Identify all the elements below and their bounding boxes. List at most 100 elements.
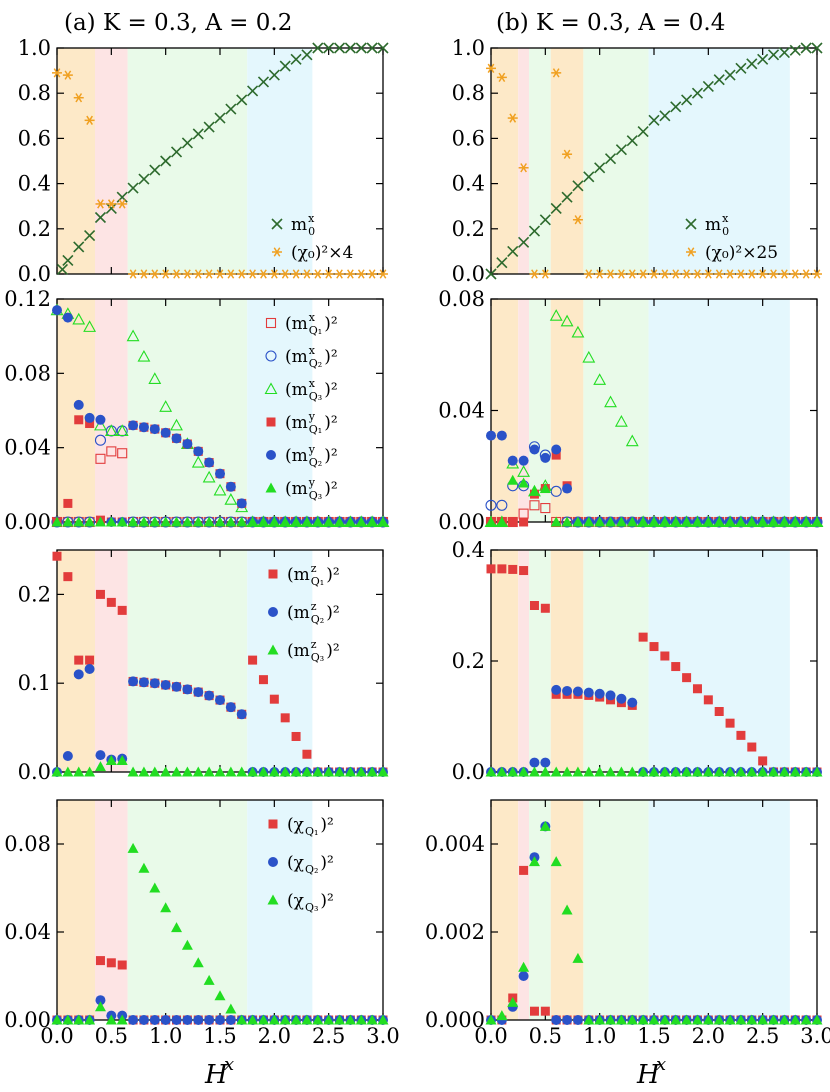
- x-axis-label-left-sup: x: [224, 1054, 234, 1075]
- data-point: [290, 53, 302, 65]
- phase-band: [529, 550, 551, 772]
- data-point: [117, 448, 128, 459]
- legend-label-tail: )²: [320, 891, 333, 911]
- data-point: [518, 477, 530, 488]
- legend-marker: [685, 218, 697, 230]
- data-point: [247, 269, 258, 279]
- data-point: [62, 312, 73, 323]
- data-point: [95, 589, 105, 599]
- data-point: [149, 766, 161, 777]
- data-point: [735, 1014, 747, 1025]
- data-point: [779, 269, 790, 279]
- data-point: [496, 766, 508, 777]
- data-point: [714, 707, 724, 717]
- data-point: [540, 452, 551, 463]
- data-point: [215, 468, 225, 479]
- y-tick-label: 0.2: [18, 217, 51, 241]
- panel-7: 0.000.040.080.0 0.5 1.0 1.5 2.0 2.5 3.0(χ Q₁)²(…: [4, 799, 400, 1048]
- data-point: [604, 395, 617, 408]
- legend-label-tail: )²: [326, 641, 339, 661]
- data-point: [84, 1014, 96, 1025]
- data-point: [377, 766, 389, 777]
- data-point: [767, 49, 780, 61]
- phase-band: [583, 299, 649, 522]
- legend-label-tail: )²: [320, 815, 333, 835]
- data-point: [735, 516, 747, 527]
- data-point: [519, 865, 529, 875]
- data-point: [62, 254, 74, 267]
- x-tick-label: 2.5: [746, 1024, 779, 1048]
- data-point: [736, 730, 746, 740]
- data-point: [691, 766, 703, 777]
- x-tick-label: 2.5: [312, 1024, 345, 1048]
- data-point: [789, 766, 801, 777]
- legend-marker: [268, 569, 278, 579]
- data-point: [377, 42, 389, 54]
- data-point: [181, 516, 193, 527]
- data-point: [800, 516, 812, 527]
- phase-band: [583, 550, 649, 772]
- data-point: [301, 766, 313, 777]
- data-point: [225, 269, 236, 279]
- data-point: [648, 766, 660, 777]
- data-point: [204, 457, 215, 468]
- data-point: [63, 498, 73, 508]
- data-point: [323, 516, 335, 527]
- data-point: [138, 766, 150, 777]
- data-point: [160, 516, 172, 527]
- data-point: [496, 72, 507, 83]
- data-point: [323, 766, 335, 777]
- data-point: [182, 684, 193, 695]
- data-point: [551, 684, 562, 695]
- data-point: [213, 483, 227, 496]
- data-point: [84, 766, 96, 777]
- data-point: [225, 702, 236, 713]
- data-point: [768, 1014, 780, 1025]
- data-point: [56, 263, 68, 276]
- data-point: [735, 62, 747, 74]
- data-point: [301, 516, 313, 527]
- data-point: [560, 314, 574, 327]
- data-point: [540, 269, 551, 279]
- data-point: [138, 269, 149, 279]
- data-point: [366, 42, 378, 54]
- panel-1: 0.0 0.2 0.4 0.6 0.8 1.0 m x0 (χ₀)²×4: [18, 36, 389, 286]
- y-tick-label: 0.2: [452, 649, 485, 673]
- y-tick-label: 0.08: [4, 361, 51, 385]
- data-point: [637, 126, 649, 138]
- data-point: [572, 215, 583, 225]
- y-tick-label: 0.00: [4, 1008, 51, 1032]
- data-point: [181, 766, 193, 777]
- y-tick-label: 0.4: [452, 172, 485, 196]
- legend-label-tail: )²: [324, 380, 337, 400]
- data-point: [247, 516, 259, 527]
- data-point: [344, 1014, 356, 1025]
- series-m0x: [56, 42, 389, 276]
- legend-marker: [265, 482, 277, 493]
- x-tick-label: 2.0: [258, 1024, 291, 1048]
- data-point: [616, 269, 627, 279]
- data-point: [148, 372, 162, 384]
- data-point: [485, 268, 497, 280]
- legend-label-sup: x: [308, 212, 315, 225]
- data-point: [137, 349, 151, 362]
- data-point: [215, 1015, 225, 1025]
- data-point: [224, 493, 238, 505]
- x-tick-label: 0.0: [474, 1024, 507, 1048]
- data-point: [485, 499, 497, 511]
- data-point: [192, 766, 204, 777]
- data-point: [583, 516, 595, 527]
- x-tick-label: 1.0: [149, 1024, 182, 1048]
- y-tick-label: 0.004: [425, 832, 485, 856]
- data-point: [517, 465, 531, 477]
- data-point: [518, 455, 529, 466]
- data-point: [149, 882, 161, 893]
- data-point: [692, 684, 702, 694]
- data-point: [671, 662, 681, 672]
- phase-band: [583, 800, 649, 1020]
- data-point: [681, 516, 693, 527]
- data-point: [85, 655, 95, 665]
- data-point: [62, 516, 74, 527]
- data-point: [703, 695, 713, 705]
